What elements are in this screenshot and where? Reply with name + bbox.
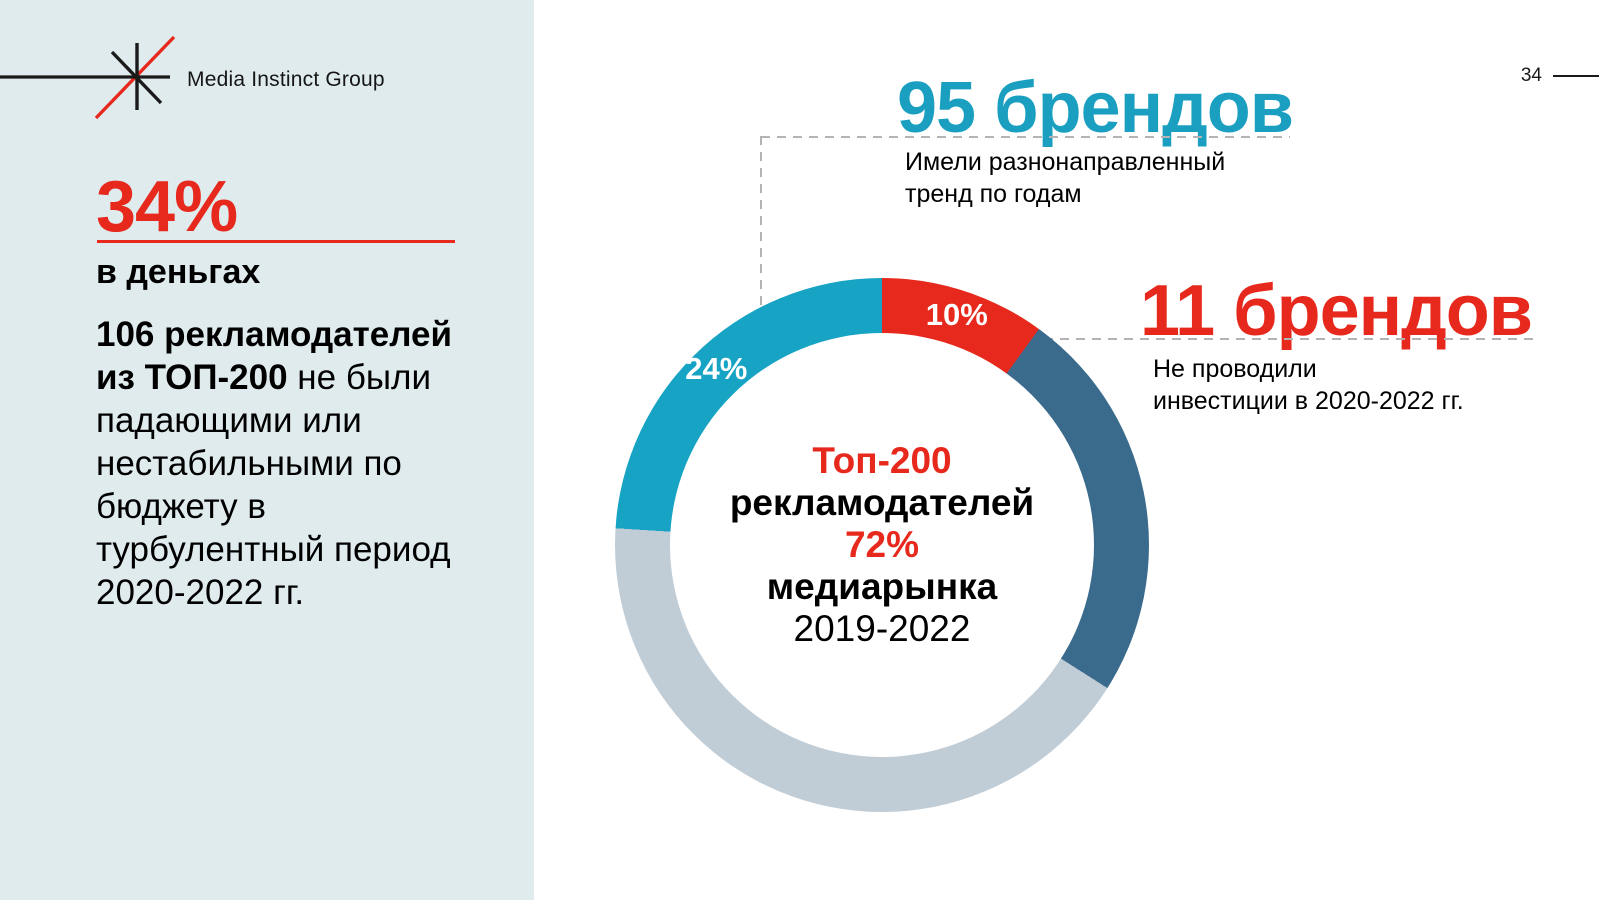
sidebar-body-line: 2020-2022 гг. <box>96 573 305 612</box>
callout-varied-desc: Имели разнонаправленный тренд по годам <box>905 146 1225 210</box>
media-instinct-logo-icon <box>0 35 176 120</box>
donut-center-line: рекламодателей <box>729 482 1035 523</box>
connector-noinvest-horizontal <box>1012 338 1537 340</box>
donut-hole <box>670 333 1094 757</box>
donut-center-line: 72% <box>844 524 920 565</box>
sidebar-body-text: 106 рекламодателей из ТОП-200 не были пада… <box>96 313 516 614</box>
connector-varied-vertical <box>760 136 762 326</box>
page-number: 34 <box>1520 65 1542 86</box>
callout-desc-line: инвестиции в 2020-2022 гг. <box>1153 387 1464 415</box>
sidebar-body-line: турбулентный период <box>96 530 451 569</box>
sidebar-body-line: из ТОП-200 не были <box>96 358 431 397</box>
callout-varied-title: 95 брендов <box>897 68 1294 148</box>
callout-desc-line: тренд по годам <box>905 180 1082 208</box>
connector-varied-horizontal <box>761 136 1290 138</box>
sidebar-body-line: падающими или <box>96 401 362 440</box>
sidebar-body-line: нестабильными по <box>96 444 402 483</box>
stat-label: в деньгах <box>96 253 261 291</box>
segment-data-label: 24% <box>685 350 748 386</box>
sidebar-body-line: 106 рекламодателей <box>96 315 452 354</box>
callout-desc-line: Имели разнонаправленный <box>905 148 1226 176</box>
callout-noinvest-title: 11 брендов <box>1140 271 1533 351</box>
stat-underline <box>97 240 455 243</box>
left-panel <box>0 0 534 900</box>
callout-desc-line: Не проводили <box>1153 355 1317 383</box>
brand-name: Media Instinct Group <box>187 68 385 91</box>
donut-center-line: Топ-200 <box>812 440 952 481</box>
donut-center-line: 2019-2022 <box>793 608 971 649</box>
donut-center-line: медиарынка <box>766 566 998 607</box>
page-number-rule <box>1553 75 1599 77</box>
sidebar-body-line: бюджету в <box>96 487 266 526</box>
donut-chart: Топ-200 рекламодателей 72% медиарынка 2019-2… <box>615 278 1149 812</box>
stat-value: 34% <box>96 167 238 247</box>
donut-center-text: Топ-200 рекламодателей 72% медиарынка 2019-2… <box>615 278 1149 812</box>
segment-data-label: 10% <box>925 296 988 332</box>
callout-noinvest-desc: Не проводили инвестиции в 2020-2022 гг. <box>1153 353 1464 417</box>
